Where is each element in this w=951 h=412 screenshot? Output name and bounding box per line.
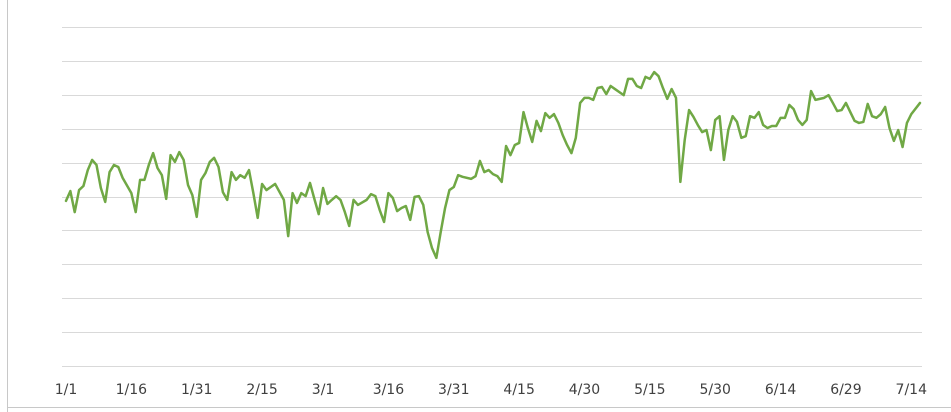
x-tick-label: 3/16 bbox=[373, 382, 405, 398]
x-tick-label: 3/31 bbox=[438, 382, 469, 398]
plot bbox=[64, 70, 922, 260]
x-tick-label: 7/14 bbox=[896, 382, 928, 398]
x-tick-label: 6/14 bbox=[765, 382, 797, 398]
x-tick-label: 3/1 bbox=[312, 382, 335, 398]
x-tick-label: 4/15 bbox=[503, 382, 534, 398]
x-tick-label: 5/15 bbox=[634, 382, 665, 398]
x-tick-label: 2/15 bbox=[246, 382, 277, 398]
grid bbox=[62, 27, 922, 367]
x-tick-label: 6/29 bbox=[830, 382, 861, 398]
data-line bbox=[64, 70, 922, 260]
x-tick-label: 1/16 bbox=[116, 382, 148, 398]
x-tick-label: 4/30 bbox=[569, 382, 600, 398]
x-tick-label: 1/31 bbox=[181, 382, 212, 398]
x-tick-label: 1/1 bbox=[55, 382, 78, 398]
x-axis: 1/1 1/16 1/31 2/15 3/1 3/16 3/31 4/15 4/30 5/15 5/… bbox=[55, 382, 927, 398]
x-tick-label: 5/30 bbox=[699, 382, 730, 398]
